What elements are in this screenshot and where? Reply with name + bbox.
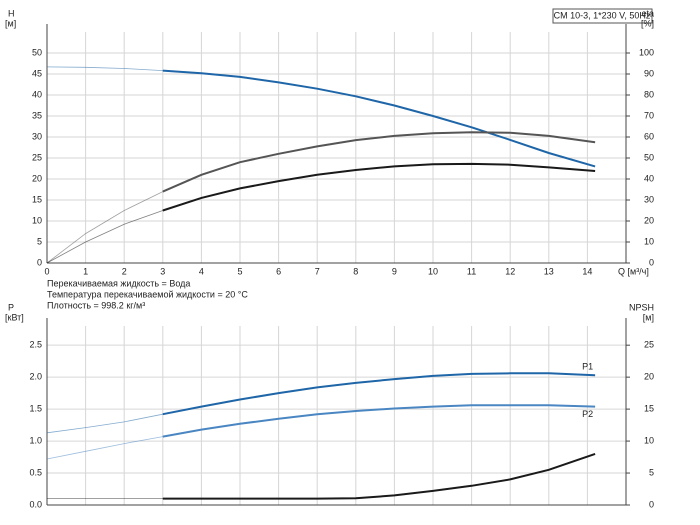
y2-tick-label: 10 <box>644 236 654 246</box>
x-tick-label: 9 <box>392 266 397 276</box>
y-tick-label: 35 <box>32 110 42 120</box>
x-tick-label: 4 <box>199 266 204 276</box>
y-tick-label: 25 <box>32 152 42 162</box>
y-label: H <box>8 8 15 18</box>
y2-tick-label: 100 <box>639 47 654 57</box>
x-tick-label: 2 <box>122 266 127 276</box>
y-label: P <box>8 302 14 312</box>
x-tick-label: 10 <box>428 266 438 276</box>
curve <box>162 404 596 438</box>
y-tick-label: 30 <box>32 131 42 141</box>
curve <box>162 69 596 168</box>
y2-tick-label: 40 <box>644 173 654 183</box>
x-tick-label: 0 <box>44 266 49 276</box>
model-box <box>552 8 653 24</box>
x-label: Q [м³/ч] <box>618 266 649 276</box>
y2-tick-label: 0 <box>649 257 654 267</box>
y2-label: eta <box>641 8 654 18</box>
y2-tick-label: 80 <box>644 89 654 99</box>
y2-label: NPSH <box>629 302 654 312</box>
y-tick-label: 0.0 <box>29 499 42 509</box>
x-tick-label: 6 <box>276 266 281 276</box>
y-tick-label: 15 <box>32 194 42 204</box>
y2-tick-label: 50 <box>644 152 654 162</box>
x-tick-label: 11 <box>467 266 476 276</box>
y2-tick-label: 10 <box>644 435 654 445</box>
x-tick-label: 14 <box>582 266 592 276</box>
y2-tick-label: 25 <box>644 340 654 350</box>
y2-tick-label: 30 <box>644 194 654 204</box>
y-tick-label: 5 <box>37 236 42 246</box>
y2-unit: [м] <box>643 312 654 322</box>
x-tick-label: 5 <box>237 266 242 276</box>
x-tick-label: 1 <box>83 266 88 276</box>
y-unit: [кВт] <box>5 312 24 322</box>
curve-extension <box>46 66 596 167</box>
curve <box>162 372 596 416</box>
y2-tick-label: 90 <box>644 68 654 78</box>
y-tick-label: 1.5 <box>29 403 42 413</box>
annotation: Перекачиваемая жидкость = Вода <box>47 278 190 288</box>
y-tick-label: 45 <box>32 68 42 78</box>
y-tick-label: 0 <box>37 257 42 267</box>
curve <box>162 452 596 500</box>
curve <box>162 131 596 193</box>
curve-extension <box>47 453 596 499</box>
x-tick-label: 3 <box>160 266 165 276</box>
y-tick-label: 2.5 <box>29 340 42 350</box>
curve <box>162 162 596 212</box>
annotation: Температура перекачиваемой жидкости = 20… <box>47 289 248 299</box>
curve-extension <box>46 131 596 264</box>
y-tick-label: 10 <box>32 215 42 225</box>
y2-tick-label: 20 <box>644 372 654 382</box>
y2-tick-label: 70 <box>644 110 654 120</box>
y-tick-label: 0.5 <box>29 467 42 477</box>
y2-tick-label: 5 <box>649 467 654 477</box>
y2-tick-label: 0 <box>649 499 654 509</box>
curve-extension <box>46 372 596 434</box>
x-tick-label: 7 <box>315 266 320 276</box>
curve-label: P1 <box>582 362 593 372</box>
y2-tick-label: 60 <box>644 131 654 141</box>
x-tick-label: 13 <box>544 266 554 276</box>
curve-label: P2 <box>582 409 593 419</box>
y-tick-label: 50 <box>32 47 42 57</box>
y2-tick-label: 15 <box>644 403 654 413</box>
annotation: Плотность = 998.2 кг/м³ <box>47 300 145 310</box>
y2-tick-label: 20 <box>644 215 654 225</box>
x-tick-label: 8 <box>353 266 358 276</box>
model-label: CM 10-3, 1*230 V, 50Hz <box>554 10 651 20</box>
y2-unit: [%] <box>641 18 654 28</box>
y-tick-label: 20 <box>32 173 42 183</box>
y-tick-label: 40 <box>32 89 42 99</box>
y-tick-label: 1.0 <box>29 435 42 445</box>
y-unit: [м] <box>5 18 16 28</box>
x-tick-label: 12 <box>505 266 515 276</box>
y-tick-label: 2.0 <box>29 372 42 382</box>
